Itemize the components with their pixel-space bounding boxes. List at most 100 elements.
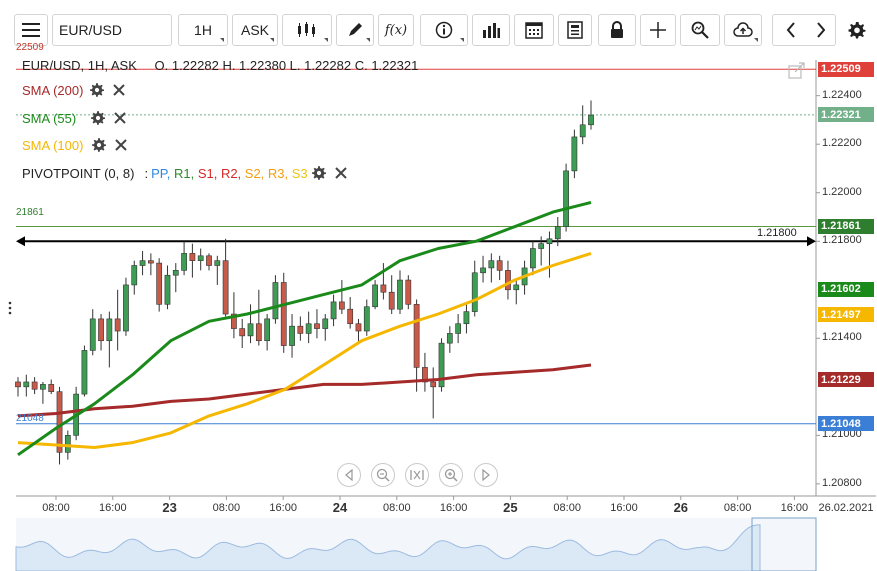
popout-icon[interactable]	[788, 62, 806, 80]
chart-toolbar: EUR/USD 1H ASK f(x)	[0, 0, 877, 60]
crosshair-button[interactable]	[640, 14, 676, 46]
lock-button[interactable]	[598, 14, 636, 46]
cloud-upload-icon	[733, 22, 753, 37]
candle-body	[305, 323, 312, 334]
time-label: 08:00	[383, 502, 411, 514]
scroll-left-button[interactable]	[772, 14, 808, 46]
gear-icon	[848, 22, 866, 39]
candle-body	[322, 318, 329, 329]
magnifier-icon	[691, 21, 709, 39]
symbol-selector[interactable]: EUR/USD	[52, 14, 172, 46]
candle-body	[23, 381, 30, 388]
candle-body	[422, 367, 428, 383]
candle-body	[98, 318, 104, 342]
pivot-item-s2: S2,	[244, 165, 268, 181]
zoom-in-icon	[444, 468, 458, 482]
function-icon: f(x)	[384, 22, 408, 38]
date-label: 25	[503, 500, 518, 515]
time-label: 08:00	[553, 502, 581, 514]
zoom-out-button[interactable]	[371, 463, 395, 487]
candle-body	[172, 270, 179, 276]
candle-body	[48, 384, 55, 392]
candle-body	[106, 318, 113, 342]
candle-body	[513, 284, 520, 291]
cloud-save-button[interactable]	[724, 14, 762, 46]
info-button[interactable]	[420, 14, 468, 46]
gear-icon[interactable]	[311, 165, 327, 181]
legend-ohlc: O. 1.22282 H. 1.22380 L. 1.22282 C. 1.22…	[154, 58, 419, 73]
candle-body	[56, 391, 63, 453]
pivot-items: PP, R1, S1, R2, S2, R3, S3	[151, 166, 308, 181]
close-icon[interactable]	[112, 110, 128, 126]
candle-body	[181, 253, 187, 271]
navigator-series	[15, 524, 761, 571]
sma55-line	[17, 200, 592, 457]
price-type-selector[interactable]: ASK	[232, 14, 278, 46]
candle-body	[330, 301, 337, 320]
pivot-item-r2: R2,	[220, 165, 245, 181]
scroll-right-button[interactable]	[806, 14, 836, 46]
chevron-down-icon	[270, 38, 274, 42]
time-label: 16:00	[269, 502, 297, 514]
candle-body	[314, 323, 320, 329]
nav-back-button[interactable]	[337, 463, 361, 487]
price-tag: 1.21229	[818, 372, 874, 388]
indicators-button[interactable]: f(x)	[378, 14, 414, 46]
candle-body	[89, 318, 96, 351]
close-icon[interactable]	[333, 165, 349, 181]
price-tick-label: 1.22200	[822, 137, 862, 150]
arrow-left-head	[16, 236, 25, 247]
candle-body	[355, 323, 362, 332]
zoom-in-button[interactable]	[439, 463, 463, 487]
gear-icon[interactable]	[89, 82, 105, 98]
nav-forward-button[interactable]	[474, 463, 498, 487]
date-label: 23	[162, 500, 177, 515]
price-tag: 1.22321	[818, 107, 874, 123]
candle-body	[413, 304, 420, 368]
candle-body	[546, 238, 553, 244]
candle-body	[123, 284, 129, 332]
calendar-button[interactable]	[514, 14, 554, 46]
bar-chart-icon	[483, 23, 500, 38]
menu-button[interactable]	[14, 14, 48, 46]
news-button[interactable]	[558, 14, 592, 46]
price-tick-label: 1.20800	[822, 476, 862, 489]
candle-body	[397, 279, 403, 310]
legend-sma100: SMA (100)	[22, 137, 129, 153]
candle-body	[231, 313, 237, 329]
candle-body	[538, 243, 545, 249]
chevron-down-icon	[220, 38, 224, 42]
pivot-item-s3: S3	[291, 165, 308, 181]
candle-body	[114, 318, 121, 332]
draw-tool-button[interactable]	[336, 14, 374, 46]
pencil-icon	[349, 23, 362, 36]
candle-body	[579, 124, 586, 138]
candle-body	[588, 114, 594, 126]
reset-zoom-button[interactable]	[405, 463, 429, 487]
gear-icon[interactable]	[91, 137, 107, 153]
candle-body	[280, 282, 287, 346]
candle-body	[496, 260, 503, 271]
settings-button[interactable]	[842, 14, 872, 46]
legend-sma55: SMA (55)	[22, 110, 128, 126]
gear-icon[interactable]	[90, 110, 106, 126]
pivot-item-r1: R1,	[173, 165, 198, 181]
close-icon[interactable]	[113, 137, 129, 153]
chevron-right-icon	[816, 22, 825, 38]
legend-pivotpoint: PIVOTPOINT (0, 8) : PP, R1, S1, R2, S2, …	[22, 165, 349, 181]
date-label: 24	[332, 500, 348, 515]
timeframe-selector[interactable]: 1H	[178, 14, 228, 46]
chevron-right-icon	[482, 469, 490, 481]
zoom-button[interactable]	[680, 14, 720, 46]
close-icon[interactable]	[111, 82, 127, 98]
pane-drag-handle[interactable]	[8, 300, 12, 316]
candle-body	[388, 291, 395, 310]
chart-type-button[interactable]	[282, 14, 332, 46]
candle-body	[156, 262, 163, 305]
zoom-out-icon	[376, 468, 390, 482]
sma200-line	[17, 363, 592, 418]
candle-body	[247, 323, 254, 337]
sma200-label: SMA (200)	[22, 82, 84, 98]
volume-button[interactable]	[472, 14, 510, 46]
